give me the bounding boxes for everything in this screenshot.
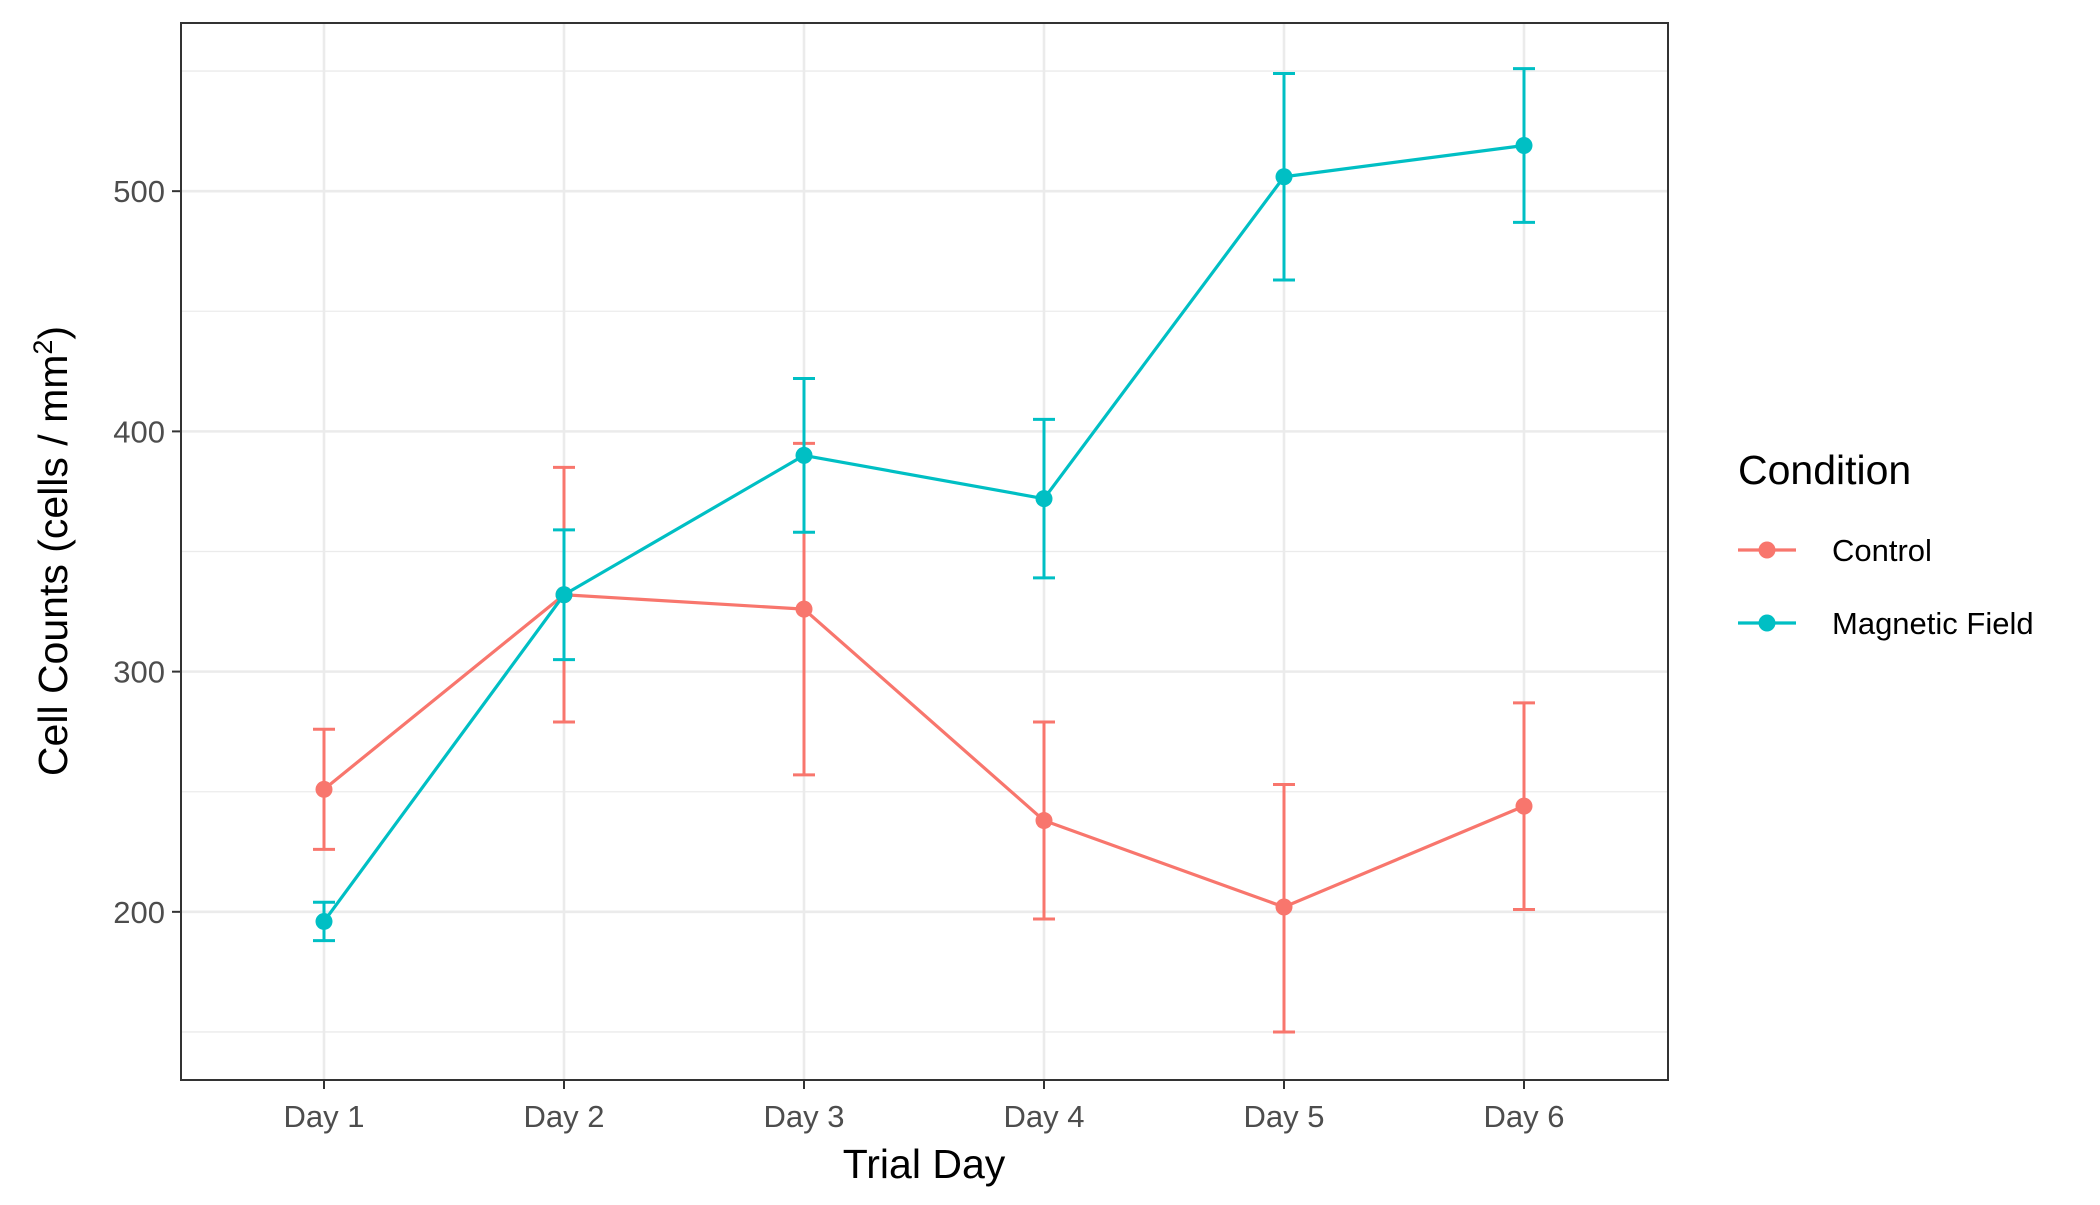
plot-panel-border (180, 22, 1669, 1081)
legend-label-magnetic-field: Magnetic Field (1832, 606, 2034, 641)
x-tick-label: Day 6 (1484, 1099, 1565, 1134)
y-tick-label: 200 (113, 895, 165, 930)
legend-label-control: Control (1832, 533, 1932, 568)
data-point (1275, 898, 1293, 916)
data-point (315, 912, 333, 930)
legend-key-point (1758, 614, 1776, 632)
x-axis-title: Trial Day (843, 1141, 1006, 1187)
legend-key-point (1758, 541, 1776, 559)
y-axis-title-main: Cell Counts (cells / mm (30, 355, 76, 776)
x-tick-label: Day 1 (284, 1099, 365, 1134)
x-axis-tick-labels: Day 1 Day 2 Day 3 Day 4 Day 5 Day 6 (284, 1099, 1565, 1134)
data-point (1035, 812, 1053, 830)
series-magnetic-field (313, 67, 1535, 943)
x-tick-label: Day 3 (764, 1099, 845, 1134)
data-point (795, 600, 813, 618)
y-axis-tick-labels: 200 300 400 500 (113, 174, 165, 930)
x-tick-label: Day 5 (1244, 1099, 1325, 1134)
data-point (795, 446, 813, 464)
data-point (555, 586, 573, 604)
legend-items: Control Magnetic Field (1738, 533, 2034, 641)
y-tick-label: 500 (113, 174, 165, 209)
y-tick-label: 300 (113, 655, 165, 690)
minor-gridlines (181, 70, 1668, 1033)
data-point (1275, 168, 1293, 186)
legend-title: Condition (1738, 447, 1911, 493)
data-point (1515, 797, 1533, 815)
data-point (1035, 490, 1053, 508)
x-tick-label: Day 2 (524, 1099, 605, 1134)
y-axis-title-superscript: 2 (28, 340, 58, 355)
x-tick-label: Day 4 (1004, 1099, 1085, 1134)
legend: Condition Control Magnetic Field (1738, 447, 2034, 641)
data-point (1515, 137, 1533, 155)
series-line-magnetic-field (322, 143, 1525, 923)
y-axis-title-suffix: ) (30, 326, 76, 340)
axis-ticks (172, 190, 1525, 1089)
legend-key-control (1738, 541, 1796, 559)
series-line-control (322, 593, 1525, 909)
y-tick-label: 400 (113, 414, 165, 449)
legend-key-magnetic-field (1738, 614, 1796, 632)
y-axis-title: Cell Counts (cells / mm2) (28, 326, 76, 776)
data-point (315, 780, 333, 798)
series-layer (313, 67, 1535, 1034)
